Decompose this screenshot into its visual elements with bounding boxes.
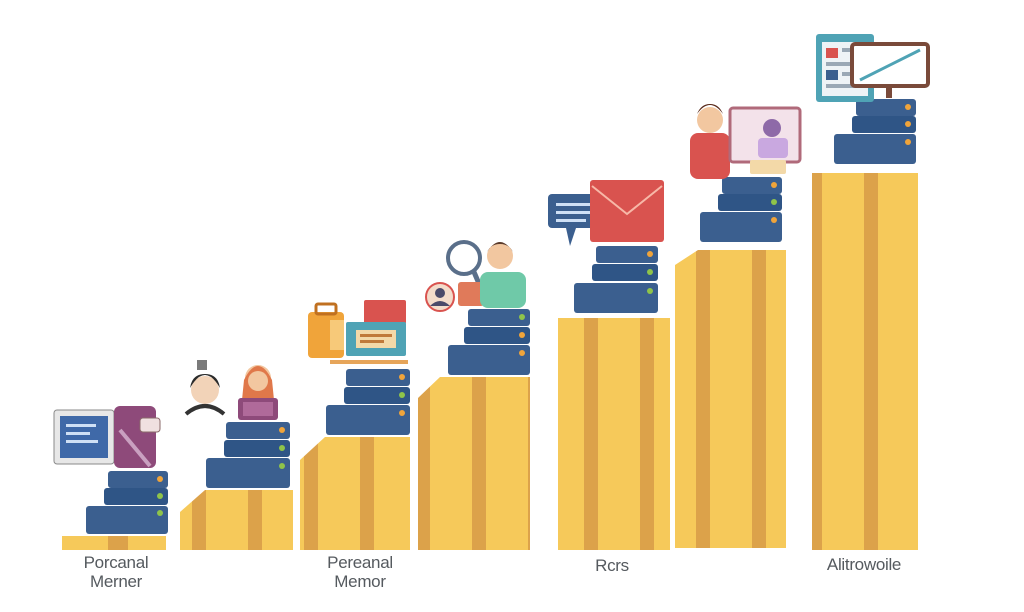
monitor-icon — [53, 409, 115, 465]
step-2-block — [180, 490, 293, 550]
briefcase-icon — [308, 302, 344, 358]
step-6-block — [675, 250, 786, 548]
step-3-block — [300, 437, 410, 550]
profile-card-icon — [728, 106, 802, 174]
step-3-label: Pereanal Memor — [327, 553, 393, 591]
step-5-block — [558, 318, 670, 550]
step-4-block — [418, 377, 530, 550]
person-icon — [690, 104, 730, 179]
server-stack-5 — [574, 246, 658, 313]
email-icon — [590, 180, 664, 242]
phone-icon — [114, 406, 161, 468]
person-icon — [480, 242, 526, 308]
server-stack-2 — [206, 422, 290, 488]
person-laptop-icon — [238, 365, 278, 420]
server-stacks — [86, 99, 916, 534]
magnifier-icon — [446, 240, 483, 287]
avatar-icon — [425, 282, 484, 312]
server-stack-1 — [86, 471, 168, 534]
server-stack-4 — [448, 309, 530, 375]
step-5-label: Rcrs — [595, 556, 629, 575]
presentation-board-icon — [330, 300, 408, 364]
step-1-label: Porcanal Merner — [83, 553, 149, 591]
step-7-block — [812, 173, 918, 550]
person-icon — [184, 360, 226, 416]
chart-monitor-icon — [850, 42, 930, 98]
server-stack-6 — [700, 177, 782, 242]
step-1-block — [62, 536, 166, 550]
step-7-label: Alitrowoile — [826, 555, 902, 574]
server-stack-7 — [834, 99, 916, 164]
server-stack-3 — [326, 369, 410, 435]
gold-steps — [62, 173, 918, 550]
